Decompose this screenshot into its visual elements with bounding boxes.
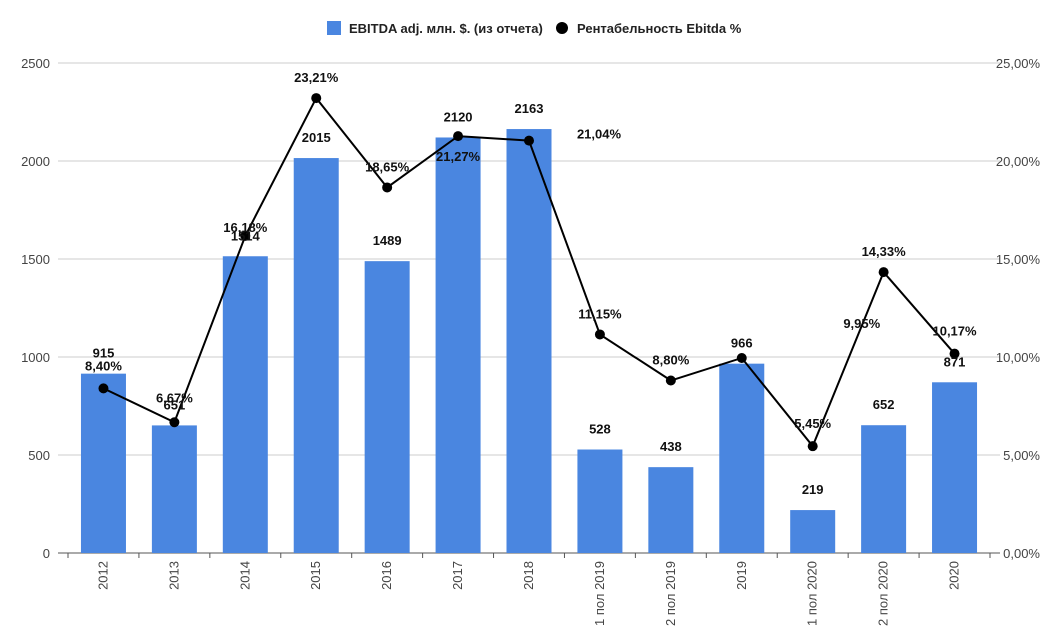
bar	[790, 510, 836, 553]
axes: 0 500 1000 1500 2000 2500 0,00% 5,00% 10,00% 15,0…	[21, 56, 1040, 626]
line-point	[524, 135, 534, 146]
x-tick-label: 1 пол 2020	[805, 561, 820, 626]
line-series	[98, 93, 960, 452]
y-left-tick-label: 2000	[21, 154, 50, 169]
y-right-tick-label: 20,00%	[996, 154, 1041, 169]
y-right-tick-label: 15,00%	[996, 252, 1041, 267]
x-tick-label: 1 пол 2019	[592, 561, 607, 626]
x-tick-label: 2014	[237, 561, 252, 590]
bar-value-label: 438	[660, 439, 682, 454]
x-tick-label: 2 пол 2020	[876, 561, 891, 626]
line-point	[382, 182, 393, 193]
bar	[932, 382, 978, 553]
x-tick-label: 2 пол 2019	[663, 561, 678, 626]
line-point	[949, 348, 960, 359]
bar-value-label: 219	[802, 482, 824, 497]
line-value-label: 5,45%	[794, 416, 831, 431]
y-right-tick-label: 25,00%	[996, 56, 1041, 71]
y-right-tick-label: 10,00%	[996, 350, 1041, 365]
line-value-label: 8,80%	[652, 353, 689, 368]
bar-value-label: 871	[944, 354, 966, 369]
x-tick-label: 2020	[947, 561, 962, 590]
line-point	[169, 417, 180, 428]
line-value-label: 21,27%	[436, 149, 481, 164]
line-point	[807, 441, 818, 452]
x-tick-label: 2017	[450, 561, 465, 590]
bar-value-label: 2015	[302, 130, 331, 145]
line-point	[98, 383, 109, 394]
bar-value-label: 1514	[231, 228, 261, 243]
y-left-tick-label: 1000	[21, 350, 50, 365]
line-value-label: 23,21%	[294, 70, 339, 85]
bar	[719, 363, 765, 553]
line-value-label: 14,33%	[862, 244, 907, 259]
bar	[364, 261, 410, 553]
line-point	[240, 230, 251, 241]
y-right-tick-label: 0,00%	[1003, 546, 1040, 561]
bar-value-label: 2163	[515, 101, 544, 116]
bar-value-label: 651	[164, 397, 186, 412]
bar	[861, 425, 907, 553]
y-left-tick-label: 2500	[21, 56, 50, 71]
legend: EBITDA adj. млн. $. (из отчета) Рентабель…	[327, 21, 742, 36]
line-point	[665, 375, 676, 386]
x-tick-label: 2018	[521, 561, 536, 590]
bar	[80, 373, 126, 553]
bar	[293, 158, 339, 553]
x-tick-label: 2016	[379, 561, 394, 590]
line-point	[878, 267, 889, 278]
bar-value-label: 915	[93, 346, 115, 361]
x-tick-label: 2013	[166, 561, 181, 590]
bar-value-label: 966	[731, 336, 753, 351]
y-left-tick-label: 0	[43, 546, 50, 561]
bar	[577, 449, 623, 553]
legend-bar-label: EBITDA adj. млн. $. (из отчета)	[349, 21, 543, 36]
legend-line-label: Рентабельность Ebitda %	[577, 21, 742, 36]
bar-value-label: 2120	[444, 109, 473, 124]
bar-series	[80, 129, 978, 554]
line-value-label: 10,17%	[932, 324, 977, 339]
line-point	[594, 329, 605, 340]
y-right-tick-label: 5,00%	[1003, 448, 1040, 463]
line-value-label: 18,65%	[365, 159, 410, 174]
x-tick-label: 2015	[308, 561, 323, 590]
line-value-label: 6,67%	[156, 390, 193, 405]
line-value-label: 11,15%	[578, 306, 622, 321]
line-value-label: 9,95%	[843, 316, 880, 331]
bar	[151, 425, 197, 553]
bar	[435, 137, 481, 554]
bar	[648, 467, 694, 553]
bar	[222, 256, 268, 553]
x-tick-label: 2012	[95, 561, 110, 590]
line-point	[311, 93, 322, 104]
line-value-label: 16,18%	[223, 220, 268, 235]
line-point	[736, 352, 747, 363]
data-labels: 915 651 1514 2015 1489 2120 2163 528 438 966 219 65…	[85, 70, 977, 497]
line-value-label: 8,40%	[85, 358, 122, 373]
x-tick-label: 2019	[734, 561, 749, 590]
y-left-tick-label: 500	[28, 448, 50, 463]
y-left-tick-label: 1500	[21, 252, 50, 267]
legend-line-marker	[556, 22, 568, 34]
line-point	[453, 131, 464, 142]
bar-value-label: 1489	[373, 233, 402, 248]
bar-value-label: 528	[589, 422, 611, 437]
bar	[506, 129, 552, 553]
line-value-label: 21,04%	[577, 127, 622, 142]
legend-bar-swatch	[327, 21, 341, 35]
bar-value-label: 652	[873, 397, 895, 412]
